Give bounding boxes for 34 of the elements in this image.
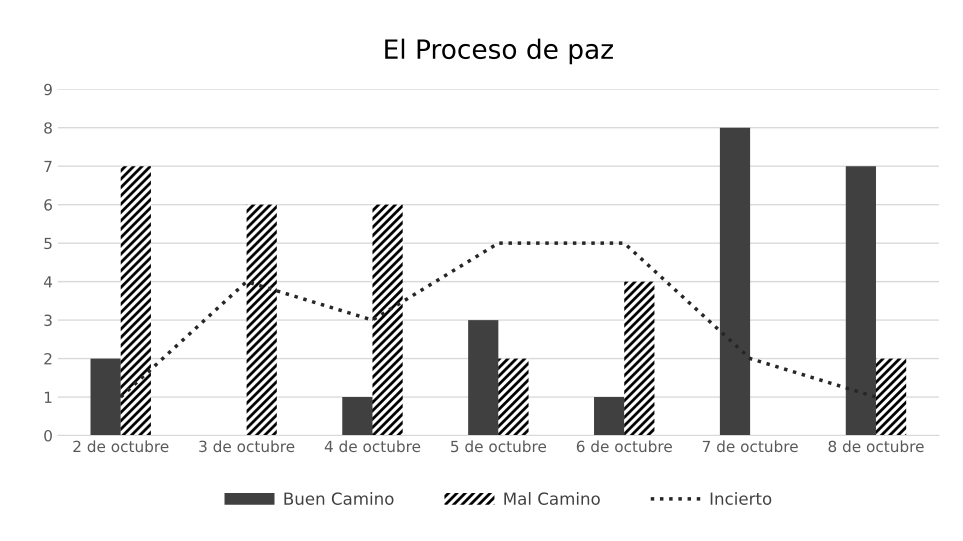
x-tick-label: 6 de octubre <box>576 440 672 452</box>
bar <box>876 358 906 436</box>
bar <box>498 358 529 436</box>
y-tick-label: 5 <box>44 238 52 250</box>
bar <box>846 166 876 436</box>
bar <box>246 204 277 436</box>
bar <box>720 128 750 436</box>
bar <box>342 397 372 436</box>
y-tick-label: 4 <box>44 276 52 288</box>
bar <box>468 320 498 436</box>
x-tick-label: 2 de octubre <box>73 440 168 452</box>
bar <box>120 166 151 436</box>
y-tick-label: 9 <box>44 84 52 96</box>
bar <box>372 204 403 436</box>
legend-label: Mal Camino <box>504 492 600 505</box>
x-tick-label: 8 de octubre <box>828 440 924 452</box>
x-tick-label: 3 de octubre <box>199 440 294 452</box>
y-tick-label: 3 <box>44 314 52 326</box>
chart-title: El Proceso de paz <box>385 38 613 64</box>
line-series <box>118 241 878 399</box>
y-tick-label: 2 <box>44 353 52 364</box>
bar <box>90 358 121 436</box>
legend-label: Buen Camino <box>284 492 394 505</box>
bar <box>594 397 624 436</box>
y-tick-label: 1 <box>44 392 52 403</box>
y-tick-label: 6 <box>44 199 52 211</box>
x-tick-label: 4 de octubre <box>324 440 420 452</box>
bar <box>624 282 654 436</box>
y-tick-label: 0 <box>44 430 52 442</box>
y-tick-label: 7 <box>44 160 52 172</box>
legend-label: Incierto <box>710 492 772 505</box>
y-tick-label: 8 <box>44 122 52 134</box>
x-tick-label: 5 de octubre <box>451 440 546 452</box>
x-tick-label: 7 de octubre <box>702 440 798 452</box>
